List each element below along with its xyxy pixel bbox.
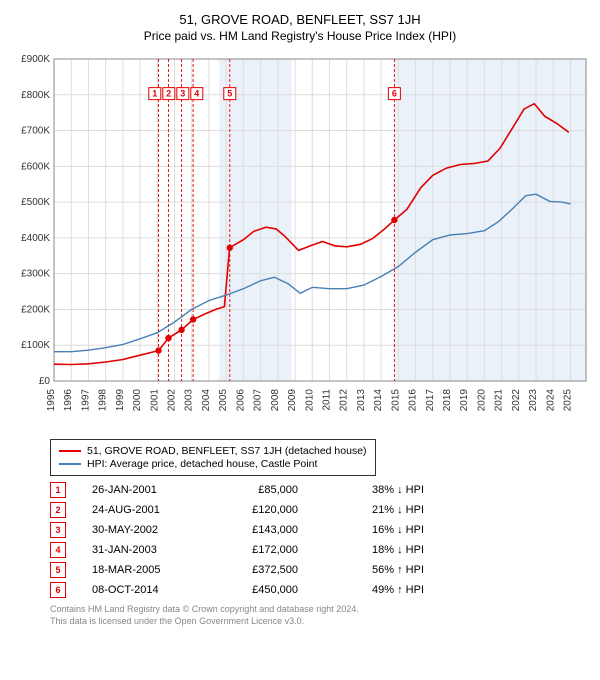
tx-date: 30-MAY-2002: [92, 524, 192, 536]
chart-legend: 51, GROVE ROAD, BENFLEET, SS7 1JH (detac…: [50, 439, 376, 476]
svg-text:2000: 2000: [132, 389, 143, 412]
svg-text:2009: 2009: [287, 389, 298, 412]
page-title: 51, GROVE ROAD, BENFLEET, SS7 1JH: [10, 12, 590, 27]
svg-text:2005: 2005: [218, 389, 229, 412]
table-row: 2 24-AUG-2001 £120,000 21% ↓ HPI: [50, 502, 590, 518]
footer-line: This data is licensed under the Open Gov…: [50, 616, 590, 628]
svg-text:2010: 2010: [304, 389, 315, 412]
svg-text:£400K: £400K: [21, 233, 50, 244]
svg-text:2012: 2012: [339, 389, 350, 412]
table-row: 4 31-JAN-2003 £172,000 18% ↓ HPI: [50, 542, 590, 558]
tx-delta: 49% ↑ HPI: [324, 584, 424, 596]
svg-text:2002: 2002: [167, 389, 178, 412]
tx-badge: 5: [50, 562, 66, 578]
svg-text:1: 1: [152, 89, 157, 99]
tx-delta: 38% ↓ HPI: [324, 484, 424, 496]
tx-badge: 6: [50, 582, 66, 598]
tx-date: 18-MAR-2005: [92, 564, 192, 576]
table-row: 1 26-JAN-2001 £85,000 38% ↓ HPI: [50, 482, 590, 498]
svg-text:£900K: £900K: [21, 54, 50, 65]
svg-text:2003: 2003: [184, 389, 195, 412]
svg-text:3: 3: [180, 89, 185, 99]
svg-text:£0: £0: [39, 376, 51, 387]
svg-text:2014: 2014: [373, 389, 384, 412]
svg-text:1997: 1997: [80, 389, 91, 412]
tx-delta: 16% ↓ HPI: [324, 524, 424, 536]
svg-text:£500K: £500K: [21, 197, 50, 208]
svg-text:6: 6: [392, 89, 397, 99]
tx-date: 31-JAN-2003: [92, 544, 192, 556]
svg-text:2004: 2004: [201, 389, 212, 412]
legend-swatch: [59, 463, 81, 465]
svg-text:2007: 2007: [253, 389, 264, 412]
tx-badge: 1: [50, 482, 66, 498]
svg-text:2025: 2025: [563, 389, 574, 412]
tx-price: £450,000: [218, 584, 298, 596]
tx-delta: 21% ↓ HPI: [324, 504, 424, 516]
table-row: 3 30-MAY-2002 £143,000 16% ↓ HPI: [50, 522, 590, 538]
tx-badge: 3: [50, 522, 66, 538]
svg-text:1999: 1999: [115, 389, 126, 412]
tx-badge: 2: [50, 502, 66, 518]
svg-text:4: 4: [194, 89, 199, 99]
price-chart: £0 £100K £200K £300K £400K £500K £600K £700K £80…: [10, 51, 590, 431]
svg-text:£300K: £300K: [21, 269, 50, 280]
svg-text:2016: 2016: [408, 389, 419, 412]
svg-text:2024: 2024: [545, 389, 556, 412]
footer-attribution: Contains HM Land Registry data © Crown c…: [50, 604, 590, 627]
tx-delta: 18% ↓ HPI: [324, 544, 424, 556]
tx-price: £120,000: [218, 504, 298, 516]
tx-date: 08-OCT-2014: [92, 584, 192, 596]
tx-price: £85,000: [218, 484, 298, 496]
tx-badge: 4: [50, 542, 66, 558]
svg-text:2021: 2021: [494, 389, 505, 412]
tx-delta: 56% ↑ HPI: [324, 564, 424, 576]
legend-label: 51, GROVE ROAD, BENFLEET, SS7 1JH (detac…: [87, 445, 367, 457]
svg-text:1996: 1996: [63, 389, 74, 412]
legend-swatch: [59, 450, 81, 452]
svg-text:1995: 1995: [46, 389, 57, 412]
svg-text:2006: 2006: [235, 389, 246, 412]
svg-text:1998: 1998: [98, 389, 109, 412]
svg-text:£800K: £800K: [21, 90, 50, 101]
svg-text:2017: 2017: [425, 389, 436, 412]
svg-text:£700K: £700K: [21, 126, 50, 137]
svg-text:2: 2: [166, 89, 171, 99]
tx-price: £372,500: [218, 564, 298, 576]
footer-line: Contains HM Land Registry data © Crown c…: [50, 604, 590, 616]
svg-text:5: 5: [227, 89, 232, 99]
svg-text:2018: 2018: [442, 389, 453, 412]
transaction-table: 1 26-JAN-2001 £85,000 38% ↓ HPI 2 24-AUG-2001…: [50, 482, 590, 598]
svg-text:2019: 2019: [459, 389, 470, 412]
svg-text:£200K: £200K: [21, 304, 50, 315]
legend-label: HPI: Average price, detached house, Cast…: [87, 458, 317, 470]
svg-text:2001: 2001: [149, 389, 160, 412]
svg-text:2015: 2015: [390, 389, 401, 412]
table-row: 6 08-OCT-2014 £450,000 49% ↑ HPI: [50, 582, 590, 598]
table-row: 5 18-MAR-2005 £372,500 56% ↑ HPI: [50, 562, 590, 578]
svg-text:£600K: £600K: [21, 161, 50, 172]
svg-text:2022: 2022: [511, 389, 522, 412]
svg-text:2020: 2020: [476, 389, 487, 412]
tx-price: £143,000: [218, 524, 298, 536]
tx-date: 24-AUG-2001: [92, 504, 192, 516]
svg-text:2023: 2023: [528, 389, 539, 412]
tx-price: £172,000: [218, 544, 298, 556]
svg-text:2013: 2013: [356, 389, 367, 412]
page-subtitle: Price paid vs. HM Land Registry's House …: [10, 29, 590, 43]
legend-row: 51, GROVE ROAD, BENFLEET, SS7 1JH (detac…: [59, 445, 367, 457]
svg-text:2008: 2008: [270, 389, 281, 412]
svg-text:£100K: £100K: [21, 340, 50, 351]
svg-text:2011: 2011: [321, 389, 332, 411]
legend-row: HPI: Average price, detached house, Cast…: [59, 458, 367, 470]
tx-date: 26-JAN-2001: [92, 484, 192, 496]
